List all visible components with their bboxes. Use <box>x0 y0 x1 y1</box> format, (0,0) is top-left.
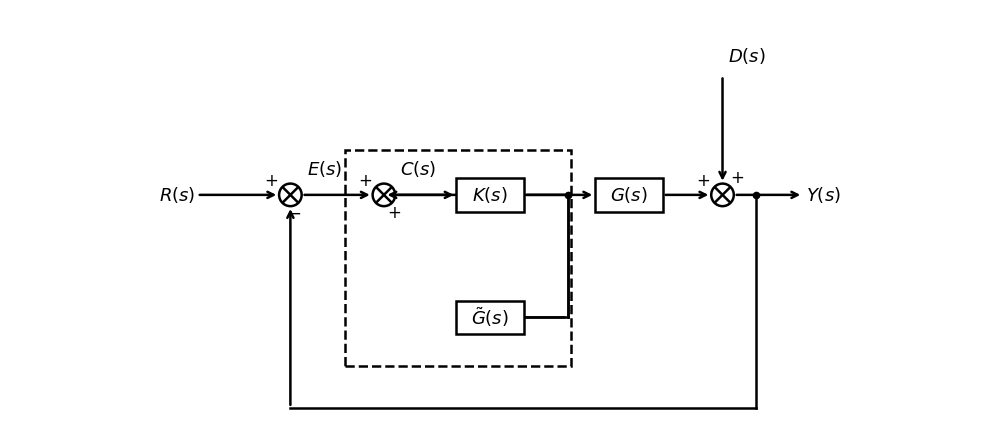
Text: $\tilde{G}(s)$: $\tilde{G}(s)$ <box>471 306 509 329</box>
Text: $+$: $+$ <box>358 172 372 189</box>
Text: $K(s)$: $K(s)$ <box>472 185 508 205</box>
Text: $C(s)$: $C(s)$ <box>400 159 437 179</box>
Text: $+$: $+$ <box>696 172 711 189</box>
Text: $+$: $+$ <box>387 203 401 222</box>
FancyBboxPatch shape <box>595 178 663 212</box>
Text: $E(s)$: $E(s)$ <box>307 159 342 179</box>
Text: $+$: $+$ <box>264 172 278 189</box>
FancyBboxPatch shape <box>456 300 524 334</box>
Text: $-$: $-$ <box>287 203 301 222</box>
Text: $+$: $+$ <box>730 169 744 187</box>
Text: $G(s)$: $G(s)$ <box>610 185 648 205</box>
Text: $R(s)$: $R(s)$ <box>159 185 196 205</box>
Text: $D(s)$: $D(s)$ <box>728 46 765 66</box>
FancyBboxPatch shape <box>456 178 524 212</box>
Text: $Y(s)$: $Y(s)$ <box>806 185 841 205</box>
